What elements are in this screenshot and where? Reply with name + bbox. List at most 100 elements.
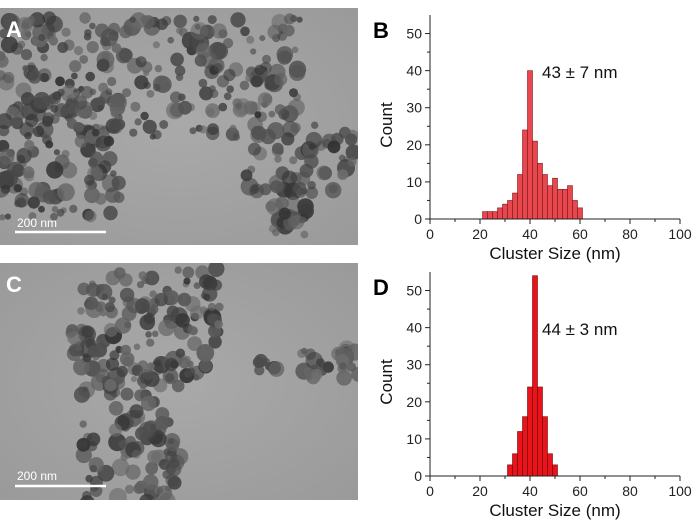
nanoparticle bbox=[111, 458, 130, 477]
nanoparticle bbox=[274, 155, 282, 163]
nanoparticle bbox=[46, 161, 64, 179]
nanoparticle bbox=[84, 174, 95, 186]
nanoparticle bbox=[262, 54, 271, 64]
nanoparticle bbox=[206, 107, 215, 117]
nanoparticle bbox=[0, 139, 10, 153]
nanoparticle bbox=[178, 100, 192, 115]
nanoparticle bbox=[305, 186, 319, 199]
histogram-bar bbox=[527, 386, 533, 477]
nanoparticle bbox=[327, 140, 341, 154]
x-tick-label: 80 bbox=[622, 226, 638, 242]
nanoparticle bbox=[146, 90, 155, 98]
x-tick-label: 40 bbox=[522, 483, 538, 499]
nanoparticle bbox=[287, 99, 305, 116]
nanoparticle bbox=[61, 149, 70, 158]
nanoparticle bbox=[0, 51, 6, 61]
nanoparticle bbox=[140, 383, 147, 390]
histogram-bar bbox=[567, 185, 573, 220]
nanoparticle bbox=[98, 82, 109, 93]
nanoparticle bbox=[250, 75, 263, 88]
nanoparticle bbox=[108, 401, 124, 416]
nanoparticle bbox=[175, 313, 190, 328]
y-tick-label: 40 bbox=[406, 63, 422, 79]
x-tick-label: 40 bbox=[522, 226, 538, 242]
nanoparticle bbox=[174, 266, 182, 274]
nanoparticle bbox=[145, 461, 159, 475]
nanoparticle bbox=[290, 122, 301, 134]
nanoparticle bbox=[147, 450, 161, 464]
nanoparticle bbox=[45, 140, 54, 149]
nanoparticle bbox=[305, 373, 313, 381]
nanoparticle bbox=[85, 71, 95, 82]
nanoparticle bbox=[67, 331, 81, 345]
histogram-bar bbox=[572, 200, 578, 220]
histogram-bar bbox=[562, 189, 568, 220]
nanoparticle bbox=[248, 142, 261, 156]
nanoparticle bbox=[152, 130, 162, 140]
panel-letter: D bbox=[373, 275, 389, 300]
nanoparticle bbox=[223, 68, 236, 82]
nanoparticle bbox=[109, 93, 127, 112]
nanoparticle bbox=[199, 86, 214, 101]
nanoparticle bbox=[51, 206, 59, 213]
nanoparticle bbox=[336, 370, 352, 386]
bars bbox=[507, 275, 558, 477]
y-axis-title: Count bbox=[377, 359, 396, 405]
nanoparticle bbox=[282, 24, 295, 37]
nanoparticle bbox=[113, 192, 125, 203]
nanoparticle bbox=[71, 72, 78, 80]
nanoparticle bbox=[229, 124, 237, 132]
nanoparticle bbox=[97, 104, 104, 111]
histogram-bar bbox=[547, 453, 553, 477]
histogram-bar bbox=[547, 185, 553, 220]
nanoparticle bbox=[75, 123, 85, 132]
nanoparticle bbox=[28, 212, 37, 220]
nanoparticle bbox=[311, 121, 319, 129]
nanoparticle bbox=[142, 474, 159, 490]
nanoparticle bbox=[203, 293, 211, 301]
nanoparticle bbox=[223, 92, 232, 101]
nanoparticle bbox=[122, 88, 132, 98]
histogram-bar bbox=[512, 192, 518, 220]
nanoparticle bbox=[207, 302, 216, 312]
nanoparticle bbox=[339, 362, 347, 370]
nanoparticle bbox=[207, 313, 218, 324]
histogram-bar bbox=[542, 416, 548, 477]
nanoparticle bbox=[125, 464, 141, 480]
nanoparticle bbox=[50, 104, 59, 113]
nanoparticle bbox=[138, 271, 148, 280]
nanoparticle bbox=[103, 387, 117, 401]
nanoparticle bbox=[120, 387, 134, 401]
x-axis-title: Cluster Size (nm) bbox=[489, 501, 620, 520]
histogram-bar bbox=[517, 174, 523, 220]
histogram-bar bbox=[517, 431, 523, 477]
nanoparticle bbox=[129, 404, 144, 419]
nanoparticle bbox=[218, 102, 228, 112]
nanoparticle bbox=[80, 86, 94, 99]
nanoparticle bbox=[185, 367, 196, 377]
nanoparticle bbox=[111, 175, 126, 190]
nanoparticle bbox=[61, 27, 71, 37]
y-tick-label: 0 bbox=[414, 211, 422, 227]
nanoparticle bbox=[301, 347, 308, 355]
nanoparticle bbox=[235, 103, 242, 110]
nanoparticle-clusters bbox=[0, 11, 358, 239]
nanoparticle bbox=[48, 92, 61, 105]
nanoparticle bbox=[89, 464, 98, 473]
nanoparticle bbox=[130, 101, 141, 112]
nanoparticle bbox=[283, 216, 298, 231]
nanoparticle bbox=[96, 58, 110, 72]
nanoparticle bbox=[2, 13, 21, 32]
nanoparticle bbox=[134, 118, 142, 126]
nanoparticle bbox=[165, 450, 178, 463]
nanoparticle bbox=[50, 212, 58, 221]
axis-spines bbox=[429, 272, 680, 477]
nanoparticle bbox=[79, 12, 91, 24]
nanoparticle bbox=[100, 28, 119, 47]
panel-letter: B bbox=[373, 18, 389, 43]
scale-label: 200 nm bbox=[17, 469, 57, 483]
nanoparticle bbox=[67, 103, 79, 115]
nanoparticle bbox=[262, 357, 271, 367]
nanoparticle bbox=[159, 492, 176, 500]
nanoparticle bbox=[154, 64, 163, 73]
